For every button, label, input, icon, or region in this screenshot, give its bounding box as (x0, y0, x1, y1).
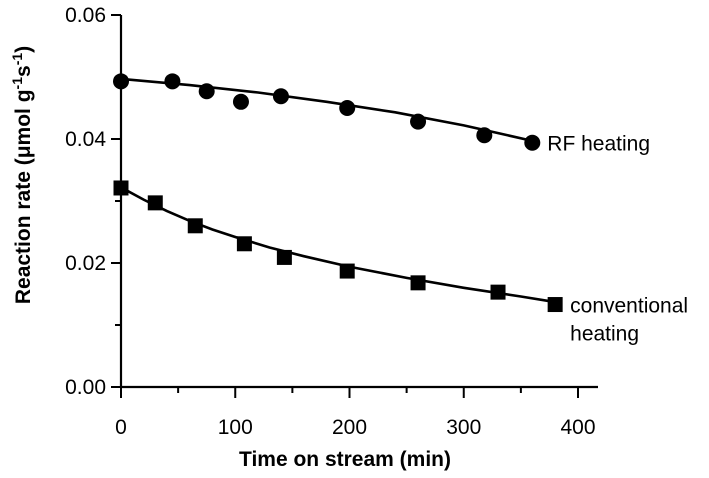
data-point-circle (410, 113, 427, 130)
series-labels: RF heating conventional heating (547, 133, 688, 346)
data-point-square (276, 249, 292, 265)
data-markers (113, 73, 563, 313)
y-axis-title-superscript: -1 (9, 77, 25, 90)
data-point-square (410, 275, 426, 291)
x-tick-label: 0 (115, 416, 127, 439)
data-point-circle (164, 73, 181, 90)
x-tick-label: 400 (560, 416, 595, 439)
data-point-square (147, 195, 163, 211)
y-axis-title-part: s (12, 65, 35, 77)
data-point-square (547, 297, 563, 313)
series-label: conventional (570, 295, 688, 318)
series-label: heating (570, 323, 639, 346)
data-point-circle (232, 93, 249, 110)
y-axis-title-superscript: -1 (9, 53, 25, 66)
data-point-circle (113, 73, 129, 90)
y-axis-title-part: ) (12, 46, 35, 53)
x-tick-label: 200 (332, 416, 367, 439)
data-point-circle (339, 100, 356, 116)
data-point-square (339, 263, 355, 279)
x-axis-ticks: 0 100 200 300 400 (115, 387, 596, 439)
data-point-square (187, 218, 203, 234)
x-axis-title: Time on stream (min) (239, 448, 451, 471)
y-tick-label: 0.04 (65, 128, 106, 151)
series-label: RF heating (547, 133, 650, 156)
y-axis-title-part: μ (12, 145, 35, 158)
y-tick-label: 0.06 (65, 4, 106, 27)
y-tick-label: 0.00 (65, 376, 106, 399)
data-point-circle (272, 88, 289, 105)
fit-lines (120, 77, 556, 304)
data-point-circle (476, 127, 493, 144)
y-axis-title: Reaction rate (μmol g-1s-1) (9, 46, 35, 304)
y-axis-ticks: 0.00 0.02 0.04 0.06 (65, 4, 121, 399)
data-point-circle (524, 134, 541, 151)
data-point-square (113, 180, 129, 196)
fit-line (120, 77, 533, 143)
data-point-square (236, 236, 252, 252)
x-tick-label: 300 (446, 416, 481, 439)
y-axis-title-part: Reaction rate ( (12, 158, 35, 304)
y-axis-title-part: mol g (12, 89, 35, 145)
fit-line (120, 186, 556, 304)
data-point-square (490, 284, 506, 300)
y-tick-label: 0.02 (65, 252, 106, 275)
data-point-circle (198, 83, 215, 100)
x-tick-label: 100 (218, 416, 253, 439)
